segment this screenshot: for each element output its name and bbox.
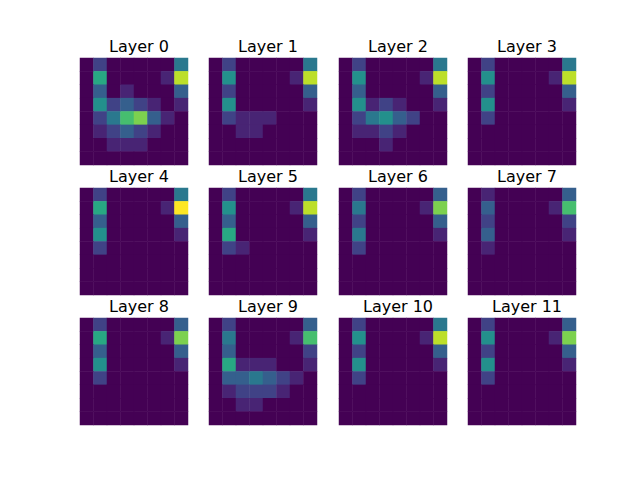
svg-text:Layer 8: Layer 8 [109, 297, 169, 316]
svg-text:Layer 0: Layer 0 [109, 37, 169, 56]
svg-text:Layer 4: Layer 4 [109, 167, 169, 186]
svg-text:Layer 3: Layer 3 [497, 37, 557, 56]
svg-text:Layer 11: Layer 11 [492, 297, 562, 316]
svg-text:Layer 9: Layer 9 [238, 297, 298, 316]
svg-text:Layer 5: Layer 5 [238, 167, 298, 186]
svg-text:Layer 7: Layer 7 [497, 167, 557, 186]
svg-text:Layer 1: Layer 1 [238, 37, 298, 56]
svg-text:Layer 10: Layer 10 [363, 297, 433, 316]
svg-text:Layer 2: Layer 2 [368, 37, 428, 56]
svg-text:Layer 6: Layer 6 [368, 167, 428, 186]
